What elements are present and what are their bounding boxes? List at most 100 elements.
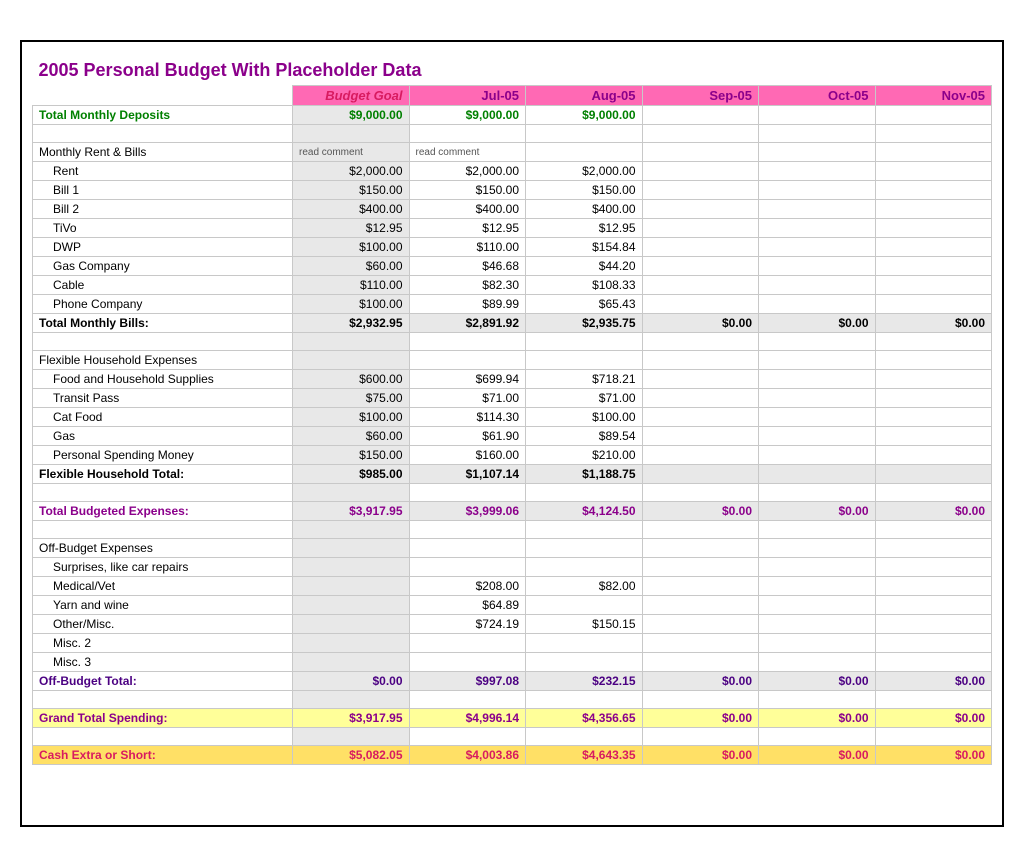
- cell[interactable]: $0.00: [642, 502, 759, 521]
- cell[interactable]: $60.00: [293, 257, 410, 276]
- cell[interactable]: [875, 238, 992, 257]
- cell[interactable]: $9,000.00: [526, 106, 643, 125]
- cell[interactable]: [642, 181, 759, 200]
- cell[interactable]: $210.00: [526, 446, 643, 465]
- bills-total-label[interactable]: Total Monthly Bills:: [33, 314, 293, 333]
- cell[interactable]: $2,932.95: [293, 314, 410, 333]
- cell[interactable]: $1,107.14: [409, 465, 526, 484]
- cell[interactable]: $3,917.95: [293, 709, 410, 728]
- deposits-label[interactable]: Total Monthly Deposits: [33, 106, 293, 125]
- cell[interactable]: [759, 238, 876, 257]
- cell[interactable]: [875, 596, 992, 615]
- cell[interactable]: $71.00: [409, 389, 526, 408]
- row-label[interactable]: Transit Pass: [33, 389, 293, 408]
- cell[interactable]: $108.33: [526, 276, 643, 295]
- cell[interactable]: [642, 389, 759, 408]
- cell[interactable]: [293, 577, 410, 596]
- cell[interactable]: [875, 276, 992, 295]
- cell[interactable]: $71.00: [526, 389, 643, 408]
- cell[interactable]: $0.00: [642, 709, 759, 728]
- cell[interactable]: $12.95: [526, 219, 643, 238]
- off-budget-header[interactable]: Off-Budget Expenses: [33, 539, 293, 558]
- cell[interactable]: $232.15: [526, 672, 643, 691]
- cell[interactable]: $0.00: [759, 502, 876, 521]
- cell[interactable]: $400.00: [409, 200, 526, 219]
- cell[interactable]: $3,999.06: [409, 502, 526, 521]
- cell[interactable]: $150.00: [293, 181, 410, 200]
- row-label[interactable]: Rent: [33, 162, 293, 181]
- flex-total-label[interactable]: Flexible Household Total:: [33, 465, 293, 484]
- cell[interactable]: [759, 653, 876, 672]
- cell[interactable]: [875, 446, 992, 465]
- cell[interactable]: read comment: [409, 143, 526, 162]
- cell[interactable]: [642, 200, 759, 219]
- cell[interactable]: $0.00: [293, 672, 410, 691]
- cell[interactable]: $9,000.00: [293, 106, 410, 125]
- row-label[interactable]: Cable: [33, 276, 293, 295]
- cell[interactable]: $154.84: [526, 238, 643, 257]
- cell[interactable]: $82.00: [526, 577, 643, 596]
- cell[interactable]: [409, 634, 526, 653]
- row-label[interactable]: TiVo: [33, 219, 293, 238]
- row-label[interactable]: Medical/Vet: [33, 577, 293, 596]
- cell[interactable]: $1,188.75: [526, 465, 643, 484]
- row-label[interactable]: Yarn and wine: [33, 596, 293, 615]
- row-label[interactable]: Misc. 3: [33, 653, 293, 672]
- cell[interactable]: $699.94: [409, 370, 526, 389]
- cell[interactable]: [759, 596, 876, 615]
- cell[interactable]: $100.00: [293, 238, 410, 257]
- col-jul[interactable]: Jul-05: [409, 86, 526, 106]
- cell[interactable]: $5,082.05: [293, 746, 410, 765]
- cell[interactable]: [875, 200, 992, 219]
- cell[interactable]: [759, 558, 876, 577]
- cell[interactable]: [642, 408, 759, 427]
- cell[interactable]: $110.00: [293, 276, 410, 295]
- cell[interactable]: [642, 106, 759, 125]
- cell[interactable]: [759, 634, 876, 653]
- row-label[interactable]: DWP: [33, 238, 293, 257]
- cell[interactable]: [759, 427, 876, 446]
- cell[interactable]: $60.00: [293, 427, 410, 446]
- row-label[interactable]: Bill 1: [33, 181, 293, 200]
- cell[interactable]: $46.68: [409, 257, 526, 276]
- cell[interactable]: [875, 257, 992, 276]
- cell[interactable]: $724.19: [409, 615, 526, 634]
- cell[interactable]: $2,000.00: [409, 162, 526, 181]
- cell[interactable]: $82.30: [409, 276, 526, 295]
- row-label[interactable]: Gas Company: [33, 257, 293, 276]
- cell[interactable]: [759, 577, 876, 596]
- row-label[interactable]: Phone Company: [33, 295, 293, 314]
- cell[interactable]: $2,000.00: [293, 162, 410, 181]
- cell[interactable]: $150.00: [293, 446, 410, 465]
- cell[interactable]: [759, 465, 876, 484]
- row-label[interactable]: Food and Household Supplies: [33, 370, 293, 389]
- cell[interactable]: $12.95: [409, 219, 526, 238]
- col-sep[interactable]: Sep-05: [642, 86, 759, 106]
- off-budget-total-label[interactable]: Off-Budget Total:: [33, 672, 293, 691]
- flex-header[interactable]: Flexible Household Expenses: [33, 351, 293, 370]
- cell[interactable]: [409, 653, 526, 672]
- cell[interactable]: [642, 427, 759, 446]
- cell[interactable]: [759, 615, 876, 634]
- cell[interactable]: [759, 219, 876, 238]
- cell[interactable]: [642, 295, 759, 314]
- row-label[interactable]: Other/Misc.: [33, 615, 293, 634]
- cell[interactable]: $64.89: [409, 596, 526, 615]
- col-oct[interactable]: Oct-05: [759, 86, 876, 106]
- cell[interactable]: [642, 276, 759, 295]
- cell[interactable]: [759, 257, 876, 276]
- cell[interactable]: $12.95: [293, 219, 410, 238]
- cell[interactable]: [642, 219, 759, 238]
- row-label[interactable]: Gas: [33, 427, 293, 446]
- col-nov[interactable]: Nov-05: [875, 86, 992, 106]
- cell[interactable]: [759, 106, 876, 125]
- cell[interactable]: $110.00: [409, 238, 526, 257]
- cell[interactable]: $61.90: [409, 427, 526, 446]
- cell[interactable]: $4,996.14: [409, 709, 526, 728]
- cell[interactable]: $718.21: [526, 370, 643, 389]
- cell[interactable]: [759, 389, 876, 408]
- cell[interactable]: [759, 162, 876, 181]
- cell[interactable]: $0.00: [759, 314, 876, 333]
- cell[interactable]: [875, 427, 992, 446]
- cell[interactable]: [642, 653, 759, 672]
